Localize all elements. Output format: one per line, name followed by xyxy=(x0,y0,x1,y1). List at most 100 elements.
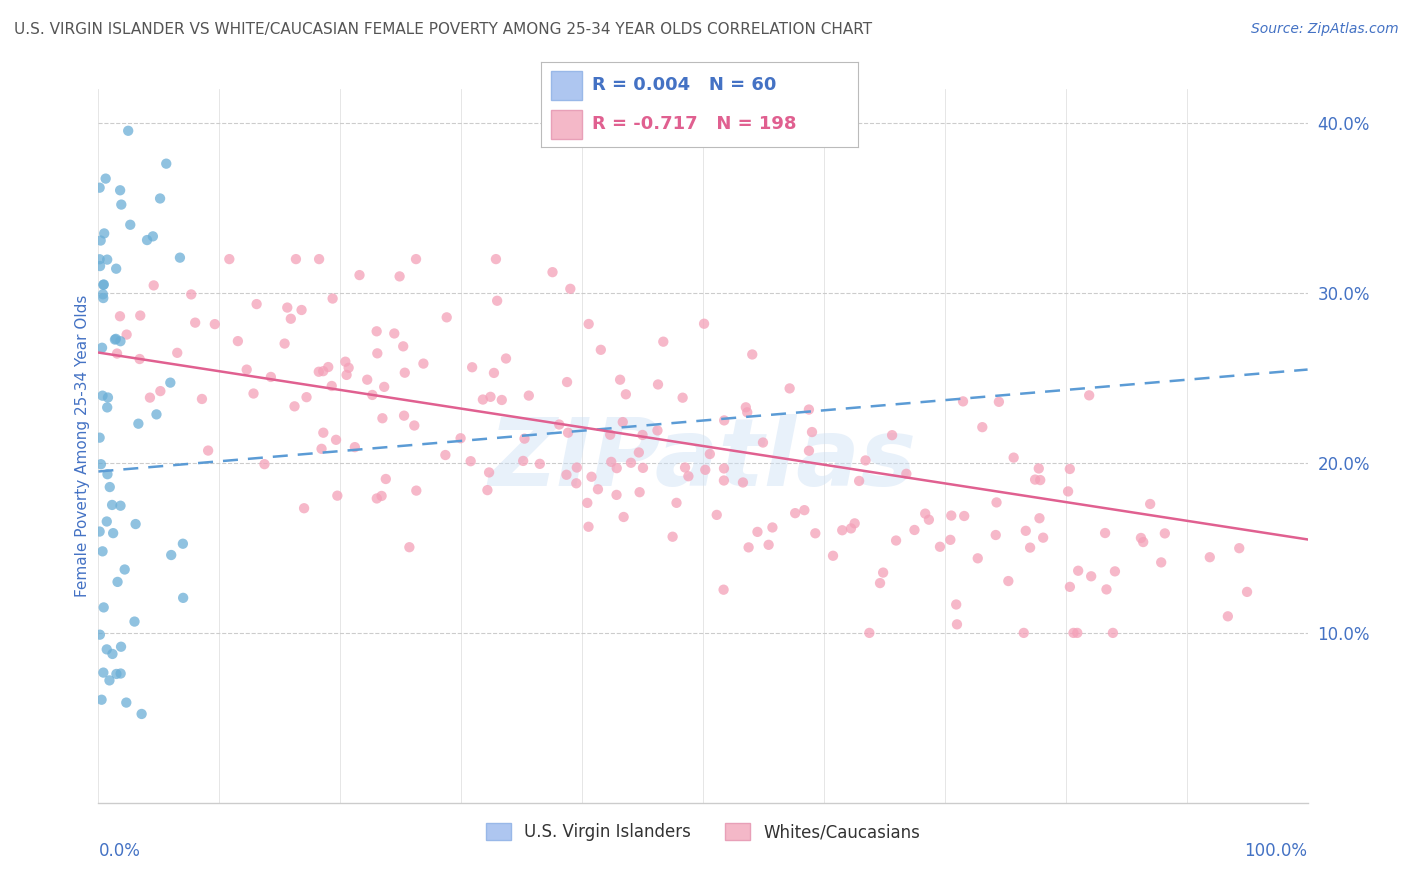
Point xyxy=(336,368,359,382)
Point xyxy=(699,447,721,461)
Point xyxy=(984,528,1007,542)
FancyBboxPatch shape xyxy=(551,71,582,100)
Point xyxy=(918,513,941,527)
Point xyxy=(647,377,669,392)
Point xyxy=(752,435,775,450)
Point xyxy=(555,467,578,482)
Point xyxy=(124,516,146,531)
Point xyxy=(1024,473,1046,487)
Point xyxy=(1059,580,1081,594)
Point xyxy=(1153,526,1175,541)
Point xyxy=(326,489,349,503)
Point xyxy=(370,489,392,503)
Point xyxy=(665,496,688,510)
Point xyxy=(371,411,394,425)
Point xyxy=(91,277,114,292)
Point xyxy=(104,333,127,347)
Point xyxy=(142,278,165,293)
Point xyxy=(1059,462,1081,476)
Point xyxy=(172,591,194,605)
Point xyxy=(89,252,111,267)
Point xyxy=(124,615,146,629)
Text: 0.0%: 0.0% xyxy=(98,842,141,860)
Point xyxy=(831,523,853,537)
Point xyxy=(797,402,820,417)
Point xyxy=(555,375,578,389)
Point xyxy=(405,252,427,266)
Point xyxy=(149,384,172,398)
Point xyxy=(945,598,967,612)
Point xyxy=(115,696,138,710)
Point xyxy=(343,440,366,454)
Point xyxy=(1236,585,1258,599)
Point xyxy=(997,574,1019,588)
Point xyxy=(1132,535,1154,549)
Point xyxy=(321,379,343,393)
Point xyxy=(108,310,131,324)
Point xyxy=(155,156,177,170)
Point xyxy=(110,666,132,681)
Point xyxy=(953,508,976,523)
Point xyxy=(946,617,969,632)
Point xyxy=(929,540,952,554)
Point xyxy=(169,251,191,265)
Point xyxy=(801,425,824,439)
Point xyxy=(605,488,627,502)
Point xyxy=(308,365,330,379)
Point xyxy=(131,706,153,721)
Point xyxy=(972,420,994,434)
Point xyxy=(96,515,118,529)
Point xyxy=(761,520,783,534)
Point xyxy=(160,548,183,562)
Point xyxy=(93,277,115,292)
Point xyxy=(110,640,132,654)
Point xyxy=(647,424,669,438)
Point xyxy=(110,499,132,513)
Point xyxy=(485,252,508,266)
Point xyxy=(139,391,162,405)
Point xyxy=(322,292,344,306)
Point xyxy=(966,551,988,566)
Point xyxy=(284,252,307,266)
Point xyxy=(713,413,735,427)
Point xyxy=(382,326,405,341)
Point xyxy=(101,526,124,541)
Point xyxy=(612,415,634,429)
Point xyxy=(614,387,637,401)
Point xyxy=(107,574,129,589)
Point xyxy=(631,461,654,475)
Point xyxy=(1080,569,1102,583)
Point xyxy=(609,373,631,387)
Point xyxy=(218,252,240,266)
Text: ZIPatlas: ZIPatlas xyxy=(489,414,917,507)
Point xyxy=(896,467,918,481)
Point xyxy=(90,692,112,706)
Y-axis label: Female Poverty Among 25-34 Year Olds: Female Poverty Among 25-34 Year Olds xyxy=(75,295,90,597)
Point xyxy=(512,454,534,468)
Point xyxy=(578,520,600,534)
Point xyxy=(581,469,603,483)
Point xyxy=(276,301,298,315)
Point xyxy=(1139,497,1161,511)
Point xyxy=(758,538,780,552)
Point xyxy=(110,197,132,211)
Point xyxy=(461,360,484,375)
Point xyxy=(105,667,128,681)
Point xyxy=(741,347,763,361)
Point xyxy=(253,457,276,471)
Point xyxy=(1150,555,1173,569)
Point xyxy=(952,394,974,409)
Point xyxy=(855,453,877,467)
Point xyxy=(652,334,675,349)
Point xyxy=(115,327,138,342)
Point xyxy=(366,324,388,338)
Point xyxy=(1062,626,1084,640)
Point xyxy=(374,472,396,486)
Point xyxy=(1095,582,1118,597)
Point xyxy=(129,309,152,323)
Text: R = 0.004   N = 60: R = 0.004 N = 60 xyxy=(592,77,776,95)
Point xyxy=(606,461,628,475)
Point xyxy=(548,417,571,432)
Point xyxy=(145,408,167,422)
Point xyxy=(599,427,621,442)
